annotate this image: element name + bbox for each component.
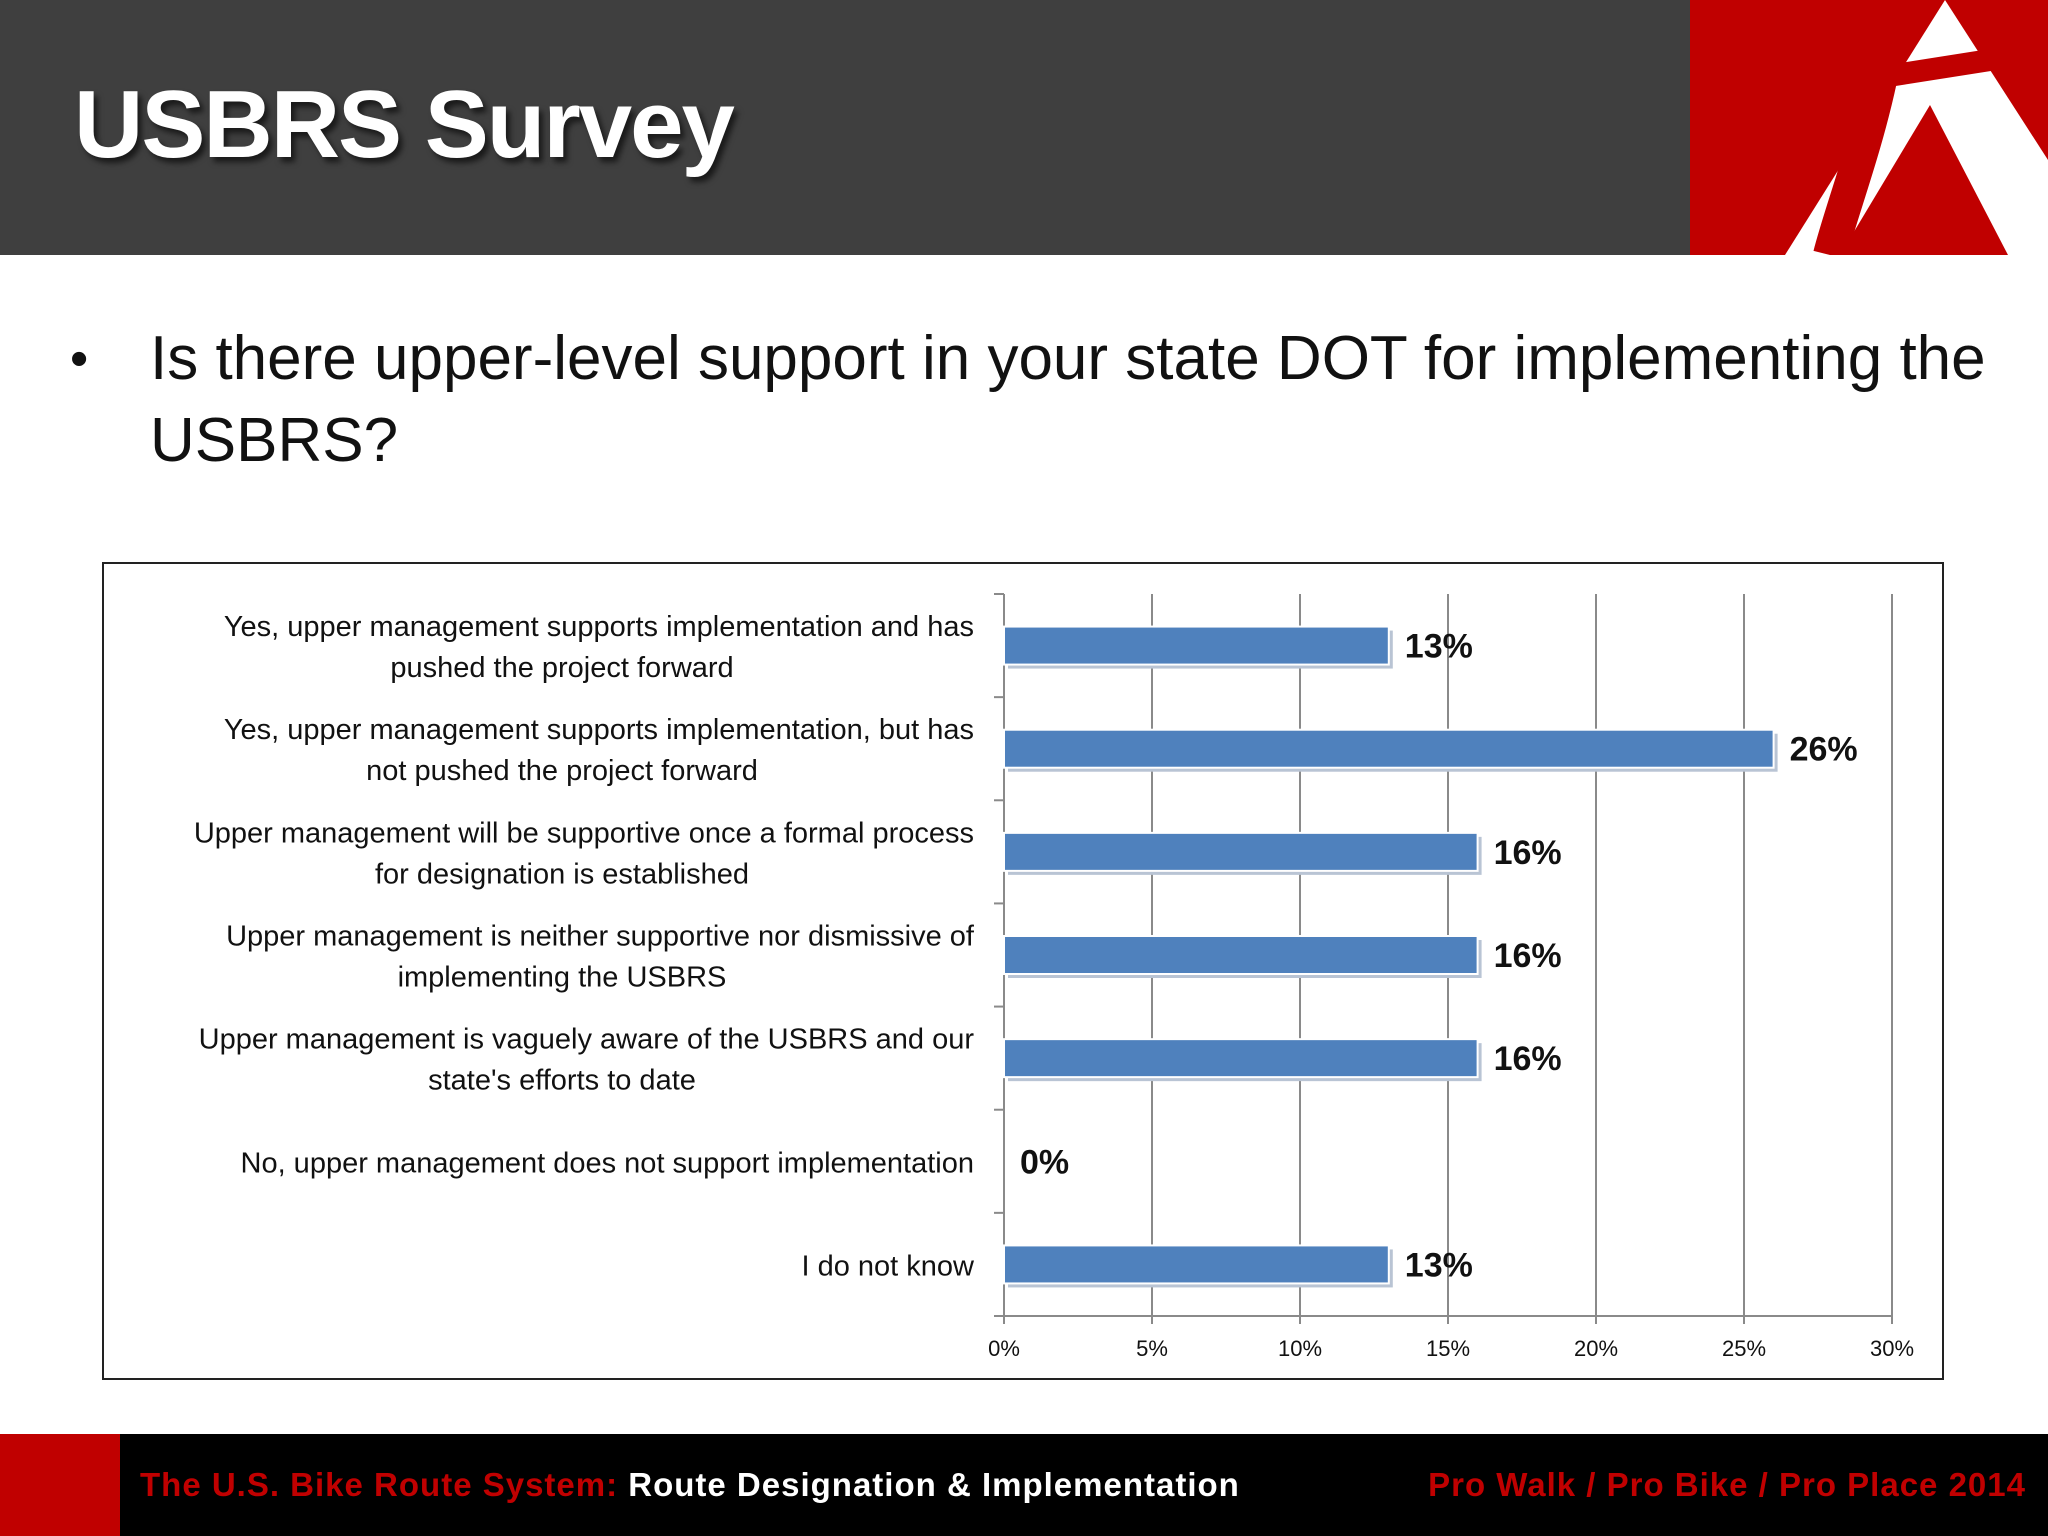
data-label: 16% [1494, 834, 1562, 872]
category-label: state's efforts to date [428, 1065, 696, 1097]
x-tick-label: 10% [1278, 1336, 1322, 1361]
bar [1003, 935, 1479, 975]
x-tick-label: 5% [1136, 1336, 1168, 1361]
data-label: 0% [1020, 1143, 1069, 1181]
footer-presentation-title: The U.S. Bike Route System: Route Design… [140, 1466, 1240, 1504]
category-label: No, upper management does not support im… [241, 1147, 975, 1179]
brand-logo [1690, 0, 2048, 255]
x-tick-label: 20% [1574, 1336, 1618, 1361]
data-label: 13% [1405, 628, 1473, 666]
bar [1003, 831, 1479, 872]
data-label: 13% [1405, 1246, 1473, 1284]
footer-accent [0, 1434, 120, 1536]
category-label: implementing the USBRS [398, 962, 727, 994]
category-label: Yes, upper management supports implement… [224, 611, 974, 643]
x-tick-label: 15% [1426, 1336, 1470, 1361]
bullet-icon: • [70, 330, 89, 388]
survey-question: Is there upper-level support in your sta… [150, 324, 1986, 475]
category-label: Upper management is neither supportive n… [226, 921, 975, 953]
logo-mark-icon [1785, 0, 2048, 255]
x-tick-label: 30% [1870, 1336, 1914, 1361]
bar [1003, 625, 1390, 666]
category-label: for designation is established [375, 858, 749, 890]
footer-event-name: Pro Walk / Pro Bike / Pro Place 2014 [1428, 1466, 2026, 1503]
x-tick-label: 25% [1722, 1336, 1766, 1361]
category-label: not pushed the project forward [366, 755, 758, 787]
x-tick-label: 0% [988, 1336, 1020, 1361]
category-label: I do not know [802, 1250, 976, 1282]
category-label: pushed the project forward [390, 652, 733, 684]
category-label: Yes, upper management supports implement… [224, 714, 974, 746]
title-bar: USBRS Survey [0, 0, 1690, 255]
data-label: 16% [1494, 1040, 1562, 1078]
bar-chart-svg: 0% 5% 10% 15% 20% 25% 30% 13% Yes, upper managem… [194, 593, 1914, 1361]
bar [1003, 1038, 1479, 1079]
footer-title-white: Route Designation & Implementation [618, 1466, 1240, 1503]
footer-title-red: The U.S. Bike Route System: [140, 1466, 619, 1503]
bar [1003, 1244, 1390, 1285]
data-label: 26% [1790, 731, 1858, 769]
category-label: Upper management is vaguely aware of the… [199, 1024, 975, 1056]
survey-chart: 0% 5% 10% 15% 20% 25% 30% 13% Yes, upper managem… [102, 562, 1944, 1380]
page-title: USBRS Survey [74, 71, 735, 178]
category-label: Upper management will be supportive once… [194, 817, 974, 849]
data-label: 16% [1494, 937, 1562, 975]
footer-bar: The U.S. Bike Route System: Route Design… [0, 1434, 2048, 1536]
bar [1003, 728, 1775, 769]
